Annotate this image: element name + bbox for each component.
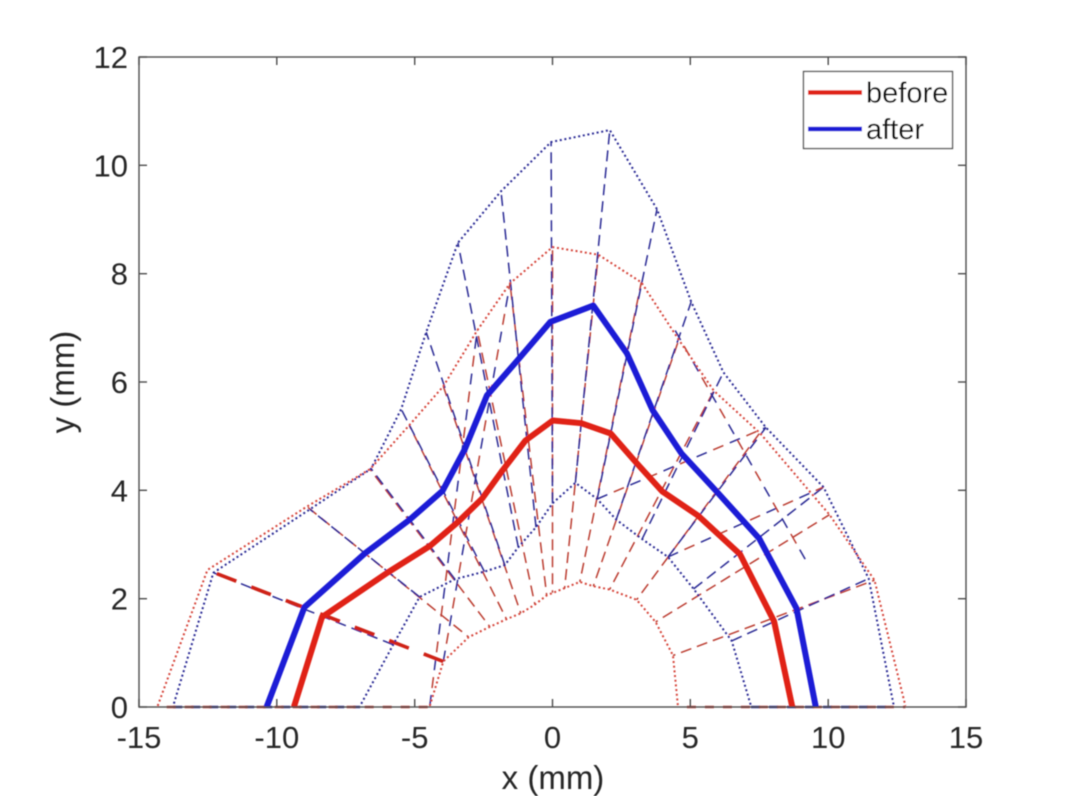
svg-text:2: 2 bbox=[111, 582, 128, 617]
svg-text:8: 8 bbox=[111, 257, 128, 292]
svg-text:4: 4 bbox=[111, 473, 128, 508]
svg-text:5: 5 bbox=[682, 720, 699, 755]
svg-text:10: 10 bbox=[94, 148, 128, 183]
svg-text:0: 0 bbox=[544, 720, 561, 755]
svg-text:-5: -5 bbox=[401, 720, 429, 755]
svg-text:-10: -10 bbox=[254, 720, 299, 755]
svg-text:x (mm): x (mm) bbox=[502, 759, 605, 796]
svg-text:15: 15 bbox=[949, 720, 983, 755]
svg-text:after: after bbox=[866, 114, 924, 146]
svg-text:12: 12 bbox=[94, 40, 128, 75]
svg-text:y (mm): y (mm) bbox=[44, 331, 81, 434]
svg-text:10: 10 bbox=[811, 720, 845, 755]
svg-text:0: 0 bbox=[111, 690, 128, 725]
svg-text:6: 6 bbox=[111, 365, 128, 400]
svg-text:before: before bbox=[866, 78, 948, 110]
svg-text:-15: -15 bbox=[117, 720, 162, 755]
